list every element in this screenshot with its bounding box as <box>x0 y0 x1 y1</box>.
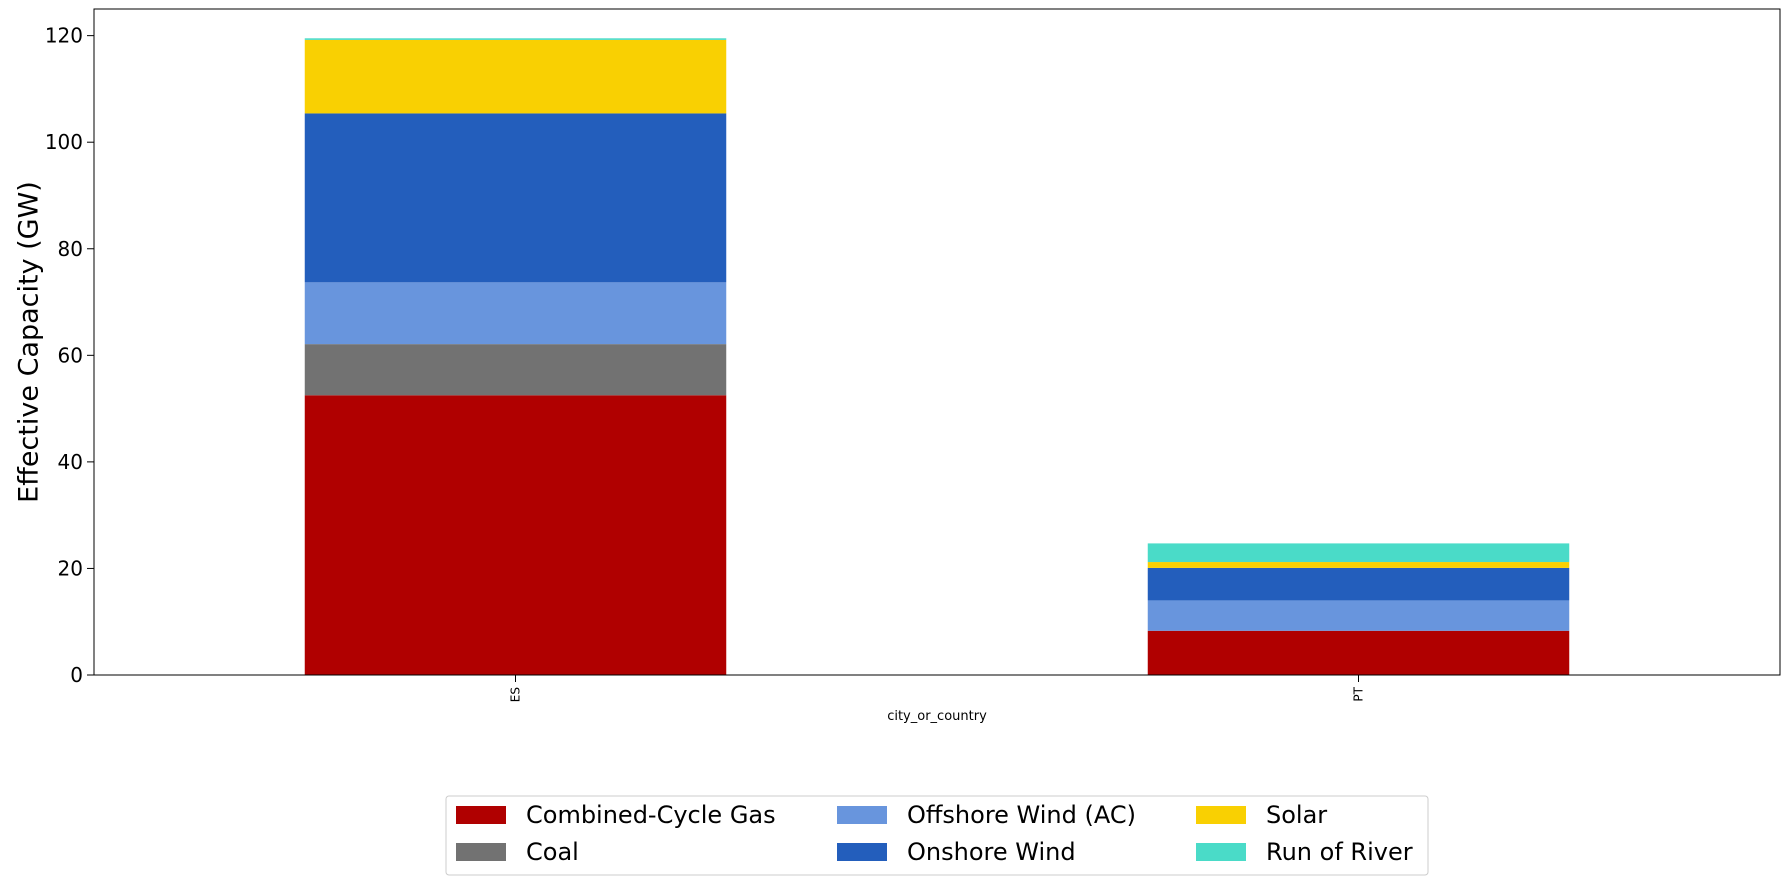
bar-segment-es-3 <box>304 113 727 283</box>
bar-segment-pt-3 <box>1147 567 1570 601</box>
x-axis: ES PT <box>509 675 1366 702</box>
bar-segment-pt-2 <box>1147 600 1570 631</box>
x-tick-label: PT <box>1352 686 1366 701</box>
legend-swatch <box>456 843 506 861</box>
bar-segment-es-2 <box>304 282 727 345</box>
y-tick-label: 80 <box>58 237 83 261</box>
legend-label: Onshore Wind <box>907 838 1076 866</box>
legend-swatch <box>456 806 506 824</box>
legend: Combined-Cycle Gas Coal Offshore Wind (AC)… <box>445 795 1429 876</box>
legend-label: Offshore Wind (AC) <box>907 801 1136 829</box>
y-tick-label: 40 <box>58 450 83 474</box>
y-tick-label: 60 <box>58 343 83 367</box>
bar-segment-es-1 <box>304 344 727 396</box>
bar-segment-pt-5 <box>1147 543 1570 563</box>
y-axis: 0 20 40 60 80 100 120 <box>45 24 94 687</box>
bar-segment-pt-4 <box>1147 562 1570 568</box>
y-tick-label: 100 <box>45 130 83 154</box>
y-tick-label: 120 <box>45 24 83 48</box>
legend-swatch <box>837 843 887 861</box>
legend-label: Coal <box>526 838 579 866</box>
y-axis-title: Effective Capacity (GW) <box>14 181 45 503</box>
bar-segment-pt-0 <box>1147 630 1570 675</box>
legend-swatch <box>837 806 887 824</box>
y-tick-label: 20 <box>58 556 83 580</box>
legend-swatch <box>1196 806 1246 824</box>
legend-label: Run of River <box>1266 838 1413 866</box>
legend-label: Solar <box>1266 801 1327 829</box>
plot-area-frame <box>93 8 1781 676</box>
bar-segment-es-4 <box>304 39 727 114</box>
legend-frame <box>445 795 1429 876</box>
x-tick-label: ES <box>509 687 523 702</box>
y-tick-label: 0 <box>70 663 83 687</box>
bar-segment-es-0 <box>304 395 727 675</box>
legend-label: Combined-Cycle Gas <box>526 801 776 829</box>
x-axis-title: city_or_country <box>887 709 987 724</box>
bars-layer <box>304 38 1570 675</box>
legend-swatch <box>1196 843 1246 861</box>
bar-segment-es-5 <box>304 38 727 40</box>
